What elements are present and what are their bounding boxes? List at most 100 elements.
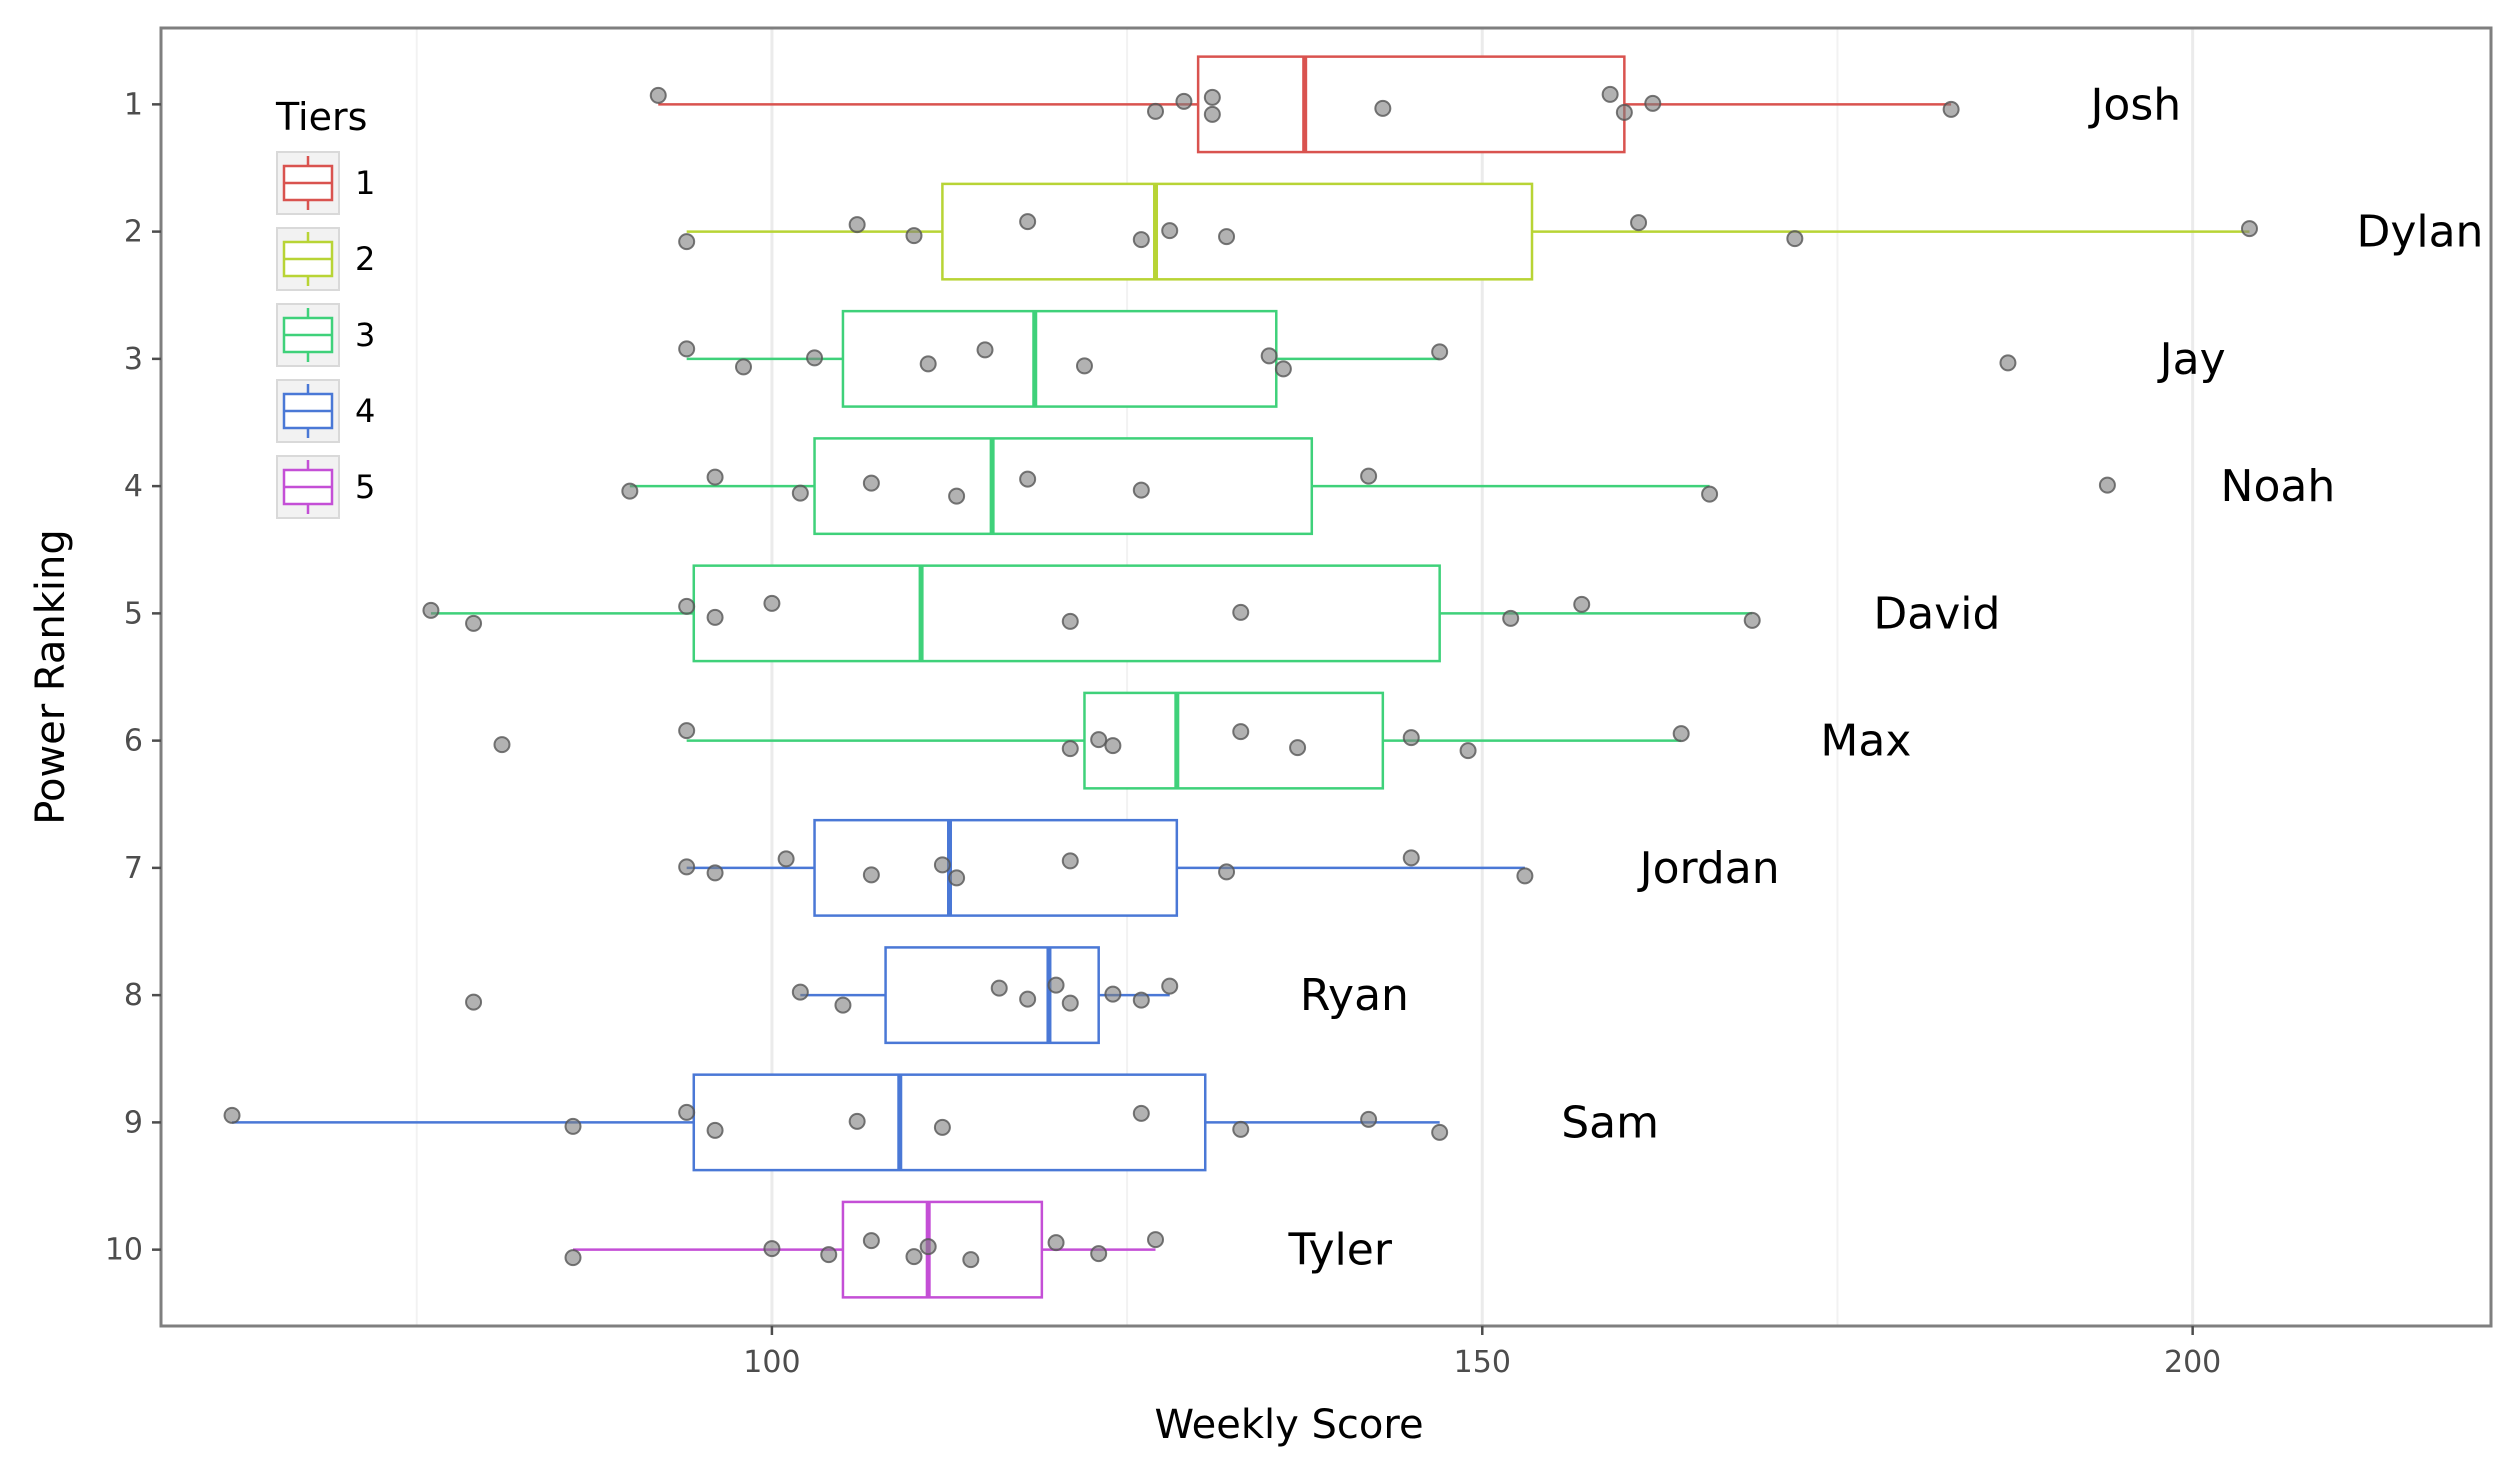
data-point [1047, 1234, 1065, 1252]
data-point [678, 858, 696, 876]
data-point [1132, 1104, 1150, 1122]
box-layer [232, 55, 2250, 1299]
data-point [1573, 595, 1591, 613]
player-name-label: Sam [1561, 1097, 1659, 1148]
data-point [1630, 214, 1648, 232]
y-tick-label: 8 [124, 978, 143, 1013]
box-david [430, 564, 1753, 663]
data-point [1147, 1231, 1165, 1249]
data-point [1203, 105, 1221, 123]
box-tyler [573, 1200, 1156, 1299]
data-point [2098, 476, 2116, 494]
data-point [1104, 985, 1122, 1003]
data-point [2240, 220, 2258, 238]
data-point [919, 1238, 937, 1256]
data-point [1090, 1245, 1108, 1263]
legend-key-4 [276, 379, 340, 443]
data-point [948, 869, 966, 887]
data-point [763, 594, 781, 612]
y-axis-title: Power Ranking [28, 529, 74, 824]
data-point [848, 1112, 866, 1130]
data-point [1175, 92, 1193, 110]
data-point [777, 850, 795, 868]
legend-key-5 [276, 455, 340, 519]
y-tick-label: 3 [124, 342, 143, 377]
legend-key-1 [276, 151, 340, 215]
data-point [706, 468, 724, 486]
data-point [905, 1248, 923, 1266]
data-point [1644, 94, 1662, 112]
data-point [1203, 88, 1221, 106]
y-tick-label: 9 [124, 1105, 143, 1140]
data-point [862, 1232, 880, 1250]
data-point [1061, 994, 1079, 1012]
data-point [1132, 991, 1150, 1009]
data-point [862, 866, 880, 884]
data-point [905, 227, 923, 245]
legend-title: Tiers [275, 95, 367, 139]
data-point [1516, 867, 1534, 885]
data-point [678, 340, 696, 358]
data-point [1431, 1123, 1449, 1141]
iqr-box [692, 1073, 1207, 1172]
x-tick-label: 100 [743, 1345, 800, 1380]
data-point [1601, 85, 1619, 103]
y-tick-label: 1 [124, 87, 143, 122]
data-point [1672, 725, 1690, 743]
data-point [1274, 360, 1292, 378]
box-dylan [686, 182, 2250, 281]
x-axis-title: Weekly Score [1154, 1402, 1423, 1448]
point-layer [223, 85, 2258, 1269]
data-point [1402, 849, 1420, 867]
data-point [1161, 977, 1179, 995]
y-tick-label: 4 [124, 469, 143, 504]
iqr-box [841, 1200, 1044, 1299]
data-point [1132, 231, 1150, 249]
y-tick-label: 5 [124, 596, 143, 631]
box-max [686, 691, 1682, 790]
data-point [1786, 230, 1804, 248]
legend-label: 5 [355, 468, 375, 506]
data-point [1502, 609, 1520, 627]
axis-layer: 100 150 200 1 2 3 4 5 6 7 8 9 10 [105, 87, 2221, 1380]
data-point [990, 979, 1008, 997]
legend-key-3 [276, 303, 340, 367]
legend-label: 2 [355, 240, 375, 278]
data-point [1360, 467, 1378, 485]
data-point [465, 993, 483, 1011]
data-point [493, 736, 511, 754]
player-name-label: Tyler [1287, 1225, 1392, 1276]
data-point [862, 474, 880, 492]
data-point [791, 484, 809, 502]
y-tick-label: 2 [124, 215, 143, 250]
data-point [1019, 470, 1037, 488]
data-point [1075, 357, 1093, 375]
player-name-label: Noah [2221, 461, 2336, 512]
iqr-box [1083, 691, 1385, 790]
data-point [1374, 99, 1392, 117]
data-point [735, 358, 752, 376]
data-point [1360, 1110, 1378, 1128]
x-tick-label: 200 [2164, 1345, 2221, 1380]
data-point [1615, 103, 1633, 121]
legend: Tiers 1 2 3 4 5 [275, 95, 375, 519]
y-tick-label: 6 [124, 724, 143, 759]
data-point [649, 86, 667, 104]
name-label-layer: Josh Dylan Jay Noah David Max Jordan Ryan Sam Tyl… [1287, 79, 2483, 1275]
data-point [1061, 740, 1079, 758]
data-point [1701, 485, 1719, 503]
data-point [1260, 347, 1278, 365]
player-name-label: Ryan [1300, 970, 1409, 1021]
data-point [791, 983, 809, 1001]
data-point [1061, 852, 1079, 870]
iqr-box [692, 564, 1441, 663]
data-point [948, 487, 966, 505]
data-point [976, 341, 994, 359]
data-point [834, 996, 852, 1014]
data-point [1232, 723, 1250, 741]
data-point [763, 1240, 781, 1258]
data-point [621, 482, 639, 500]
data-point [465, 614, 483, 632]
box-ryan [800, 946, 1170, 1045]
